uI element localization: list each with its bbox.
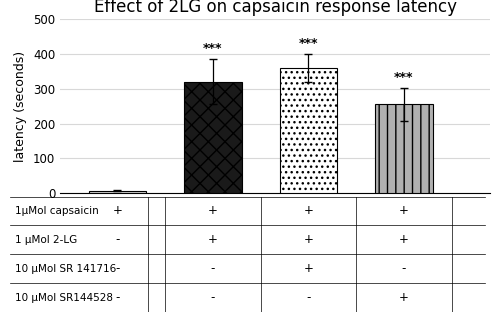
Text: 10 μMol SR 141716: 10 μMol SR 141716 — [15, 264, 116, 274]
Y-axis label: latency (seconds): latency (seconds) — [14, 51, 28, 162]
Text: +: + — [399, 291, 409, 304]
Text: ***: *** — [203, 42, 222, 56]
Text: -: - — [210, 262, 215, 275]
Text: -: - — [115, 262, 119, 275]
Text: +: + — [304, 233, 314, 246]
Text: +: + — [304, 262, 314, 275]
Bar — [184, 82, 242, 193]
Text: ***: *** — [394, 71, 414, 84]
Bar — [280, 68, 337, 193]
Text: +: + — [399, 204, 409, 217]
Bar — [376, 104, 432, 193]
Text: +: + — [208, 204, 218, 217]
Text: -: - — [115, 291, 119, 304]
Text: 10 μMol SR144528: 10 μMol SR144528 — [15, 293, 113, 303]
Text: +: + — [112, 204, 122, 217]
Text: +: + — [399, 233, 409, 246]
Bar — [88, 191, 146, 193]
Text: ***: *** — [298, 37, 318, 50]
Text: -: - — [115, 233, 119, 246]
Text: +: + — [208, 233, 218, 246]
Text: 1μMol capsaicin: 1μMol capsaicin — [15, 206, 99, 216]
Text: -: - — [402, 262, 406, 275]
Text: 1 μMol 2-LG: 1 μMol 2-LG — [15, 235, 77, 245]
Title: Effect of 2LG on capsaicin response latency: Effect of 2LG on capsaicin response late… — [94, 0, 456, 16]
Text: -: - — [306, 291, 310, 304]
Text: +: + — [304, 204, 314, 217]
Text: -: - — [210, 291, 215, 304]
